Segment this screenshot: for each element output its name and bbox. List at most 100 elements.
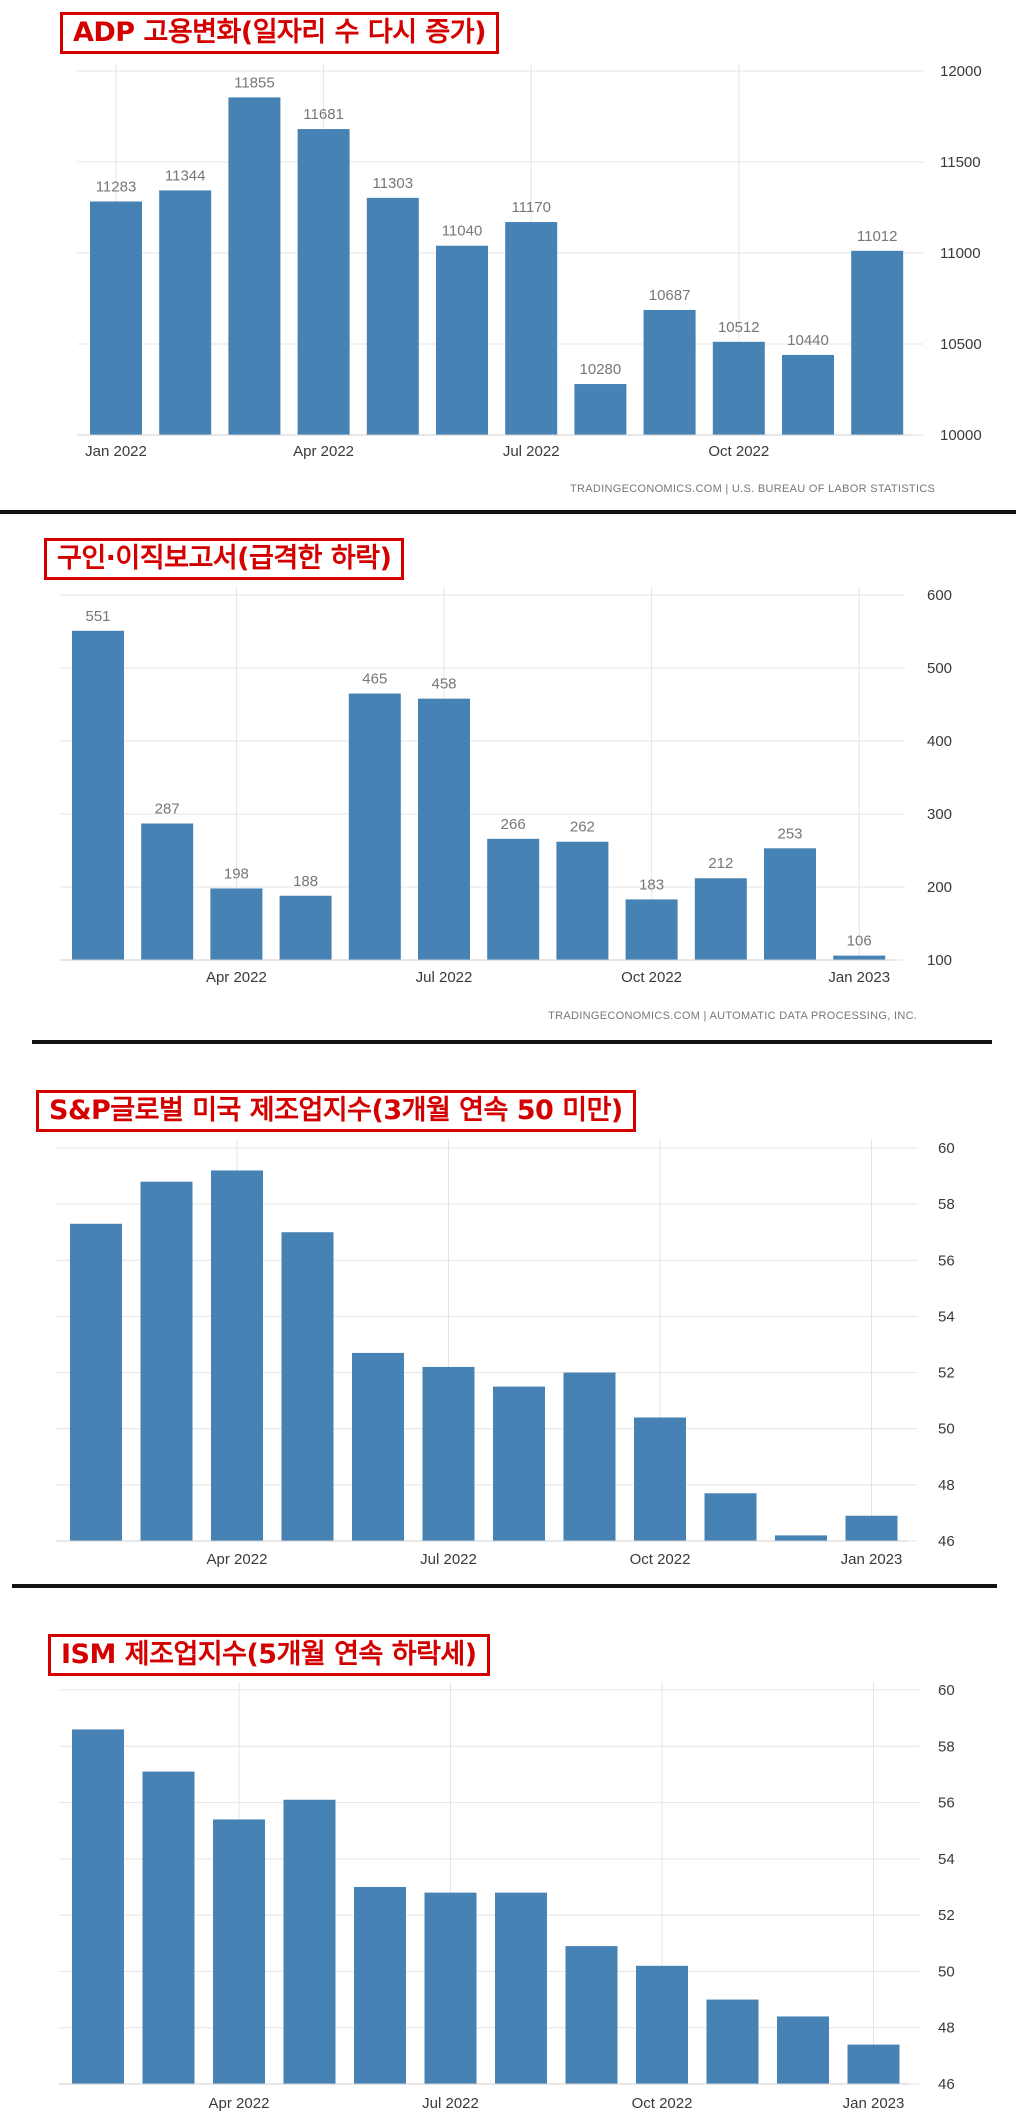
y-tick-label: 46: [938, 1533, 955, 1550]
y-tick-label: 400: [927, 733, 952, 750]
bar: [694, 878, 747, 960]
x-tick-label: Apr 2022: [293, 443, 354, 460]
data-label: 465: [362, 671, 387, 688]
data-label: 262: [570, 819, 595, 836]
y-tick-label: 10000: [940, 427, 982, 444]
bar: [418, 698, 470, 960]
data-label: 11303: [372, 175, 413, 192]
y-tick-label: 48: [938, 1477, 955, 1494]
source-attribution: TRADINGECONOMICS.COM | AUTOMATIC DATA PR…: [548, 1010, 917, 1022]
bar: [142, 1771, 195, 2084]
bar: [782, 354, 834, 435]
bar: [493, 1386, 545, 1541]
bar: [283, 1799, 336, 2084]
y-tick-label: 10500: [940, 336, 982, 353]
adp-employment-panel: 12000 11500 11000 10500 10000 Jan 2022 Apr 202…: [0, 0, 1016, 510]
data-label: 11040: [442, 223, 483, 240]
y-tick-label: 54: [938, 1308, 955, 1325]
y-tick-label: 11500: [940, 154, 981, 171]
y-tick-label: 500: [927, 660, 952, 677]
data-label: 11681: [303, 106, 344, 123]
y-tick-label: 56: [938, 1252, 955, 1269]
y-tick-label: 58: [938, 1196, 955, 1213]
bar: [366, 197, 419, 435]
panel-separator: [32, 1040, 992, 1044]
data-label: 11283: [96, 178, 137, 195]
bar: [833, 955, 886, 960]
bar: [712, 341, 765, 435]
data-label: 212: [708, 855, 733, 872]
y-tick-label: 300: [927, 806, 952, 823]
bar: [764, 848, 816, 960]
data-label: 11344: [165, 167, 206, 184]
bar: [634, 1417, 686, 1541]
data-label: 11170: [511, 199, 551, 216]
bar: [706, 1999, 759, 2084]
panel-separator: [12, 1584, 997, 1588]
bar: [424, 1892, 477, 2084]
bar: [297, 129, 350, 436]
y-tick-label: 60: [938, 1682, 955, 1699]
data-label: 188: [293, 873, 318, 890]
x-tick-label: Jan 2023: [841, 1551, 903, 1568]
sp-global-pmi-chart: 60 58 56 54 52 50 48 46 Apr 2022 Jul 2022 Oct 2022…: [56, 1140, 955, 1568]
data-label: 10440: [787, 332, 829, 349]
data-label: 287: [155, 800, 180, 817]
bar: [436, 245, 488, 435]
bar: [422, 1366, 475, 1541]
x-tick-label: Jul 2022: [420, 1551, 477, 1568]
bar: [851, 250, 904, 435]
x-tick-label: Apr 2022: [207, 1551, 268, 1568]
y-tick-label: 50: [938, 1963, 955, 1980]
bar: [348, 693, 401, 960]
bar: [90, 201, 142, 435]
y-tick-label: 54: [938, 1851, 955, 1868]
y-tick-label: 46: [938, 2076, 955, 2093]
x-tick-label: Apr 2022: [206, 969, 267, 986]
y-tick-label: 11000: [940, 245, 981, 262]
bar: [505, 222, 558, 435]
panel-separator: [0, 510, 1016, 514]
x-tick-label: Oct 2022: [621, 969, 682, 986]
x-tick-label: Jan 2022: [85, 443, 147, 460]
y-tick-label: 58: [938, 1738, 955, 1755]
y-tick-label: 50: [938, 1421, 955, 1438]
data-label: 10280: [580, 361, 622, 378]
bar: [775, 1535, 827, 1541]
bar: [563, 1372, 616, 1541]
x-tick-label: Jul 2022: [503, 443, 560, 460]
source-attribution: TRADINGECONOMICS.COM | U.S. BUREAU OF LA…: [570, 483, 935, 495]
ism-manufacturing-panel: 60 58 56 54 52 50 48 46 Apr 2022 Jul 2022 Oct 2022…: [0, 1588, 1016, 2122]
sp-global-pmi-chart-title: S&P글로벌 미국 제조업지수(3개월 연속 50 미만): [36, 1090, 636, 1132]
x-tick-label: Jul 2022: [416, 969, 473, 986]
bar: [845, 1515, 898, 1541]
data-label: 253: [777, 825, 802, 842]
bar: [565, 1946, 618, 2084]
bar: [72, 630, 124, 960]
data-label: 10512: [718, 319, 760, 336]
data-label: 198: [224, 865, 249, 882]
adp-chart-title: ADP 고용변화(일자리 수 다시 증가): [60, 12, 499, 54]
x-tick-label: Jan 2023: [828, 969, 890, 986]
bar: [625, 899, 678, 960]
ism-manufacturing-chart: 60 58 56 54 52 50 48 46 Apr 2022 Jul 2022 Oct 2022…: [58, 1682, 955, 2112]
bar: [643, 309, 696, 435]
bar: [487, 838, 540, 960]
data-label: 10687: [649, 287, 691, 304]
data-label: 266: [501, 816, 526, 833]
data-label: 106: [847, 933, 872, 950]
x-tick-label: Jan 2023: [843, 2095, 905, 2112]
data-label: 458: [431, 676, 456, 693]
bar: [847, 2044, 900, 2084]
data-label: 11012: [857, 228, 898, 245]
bar: [279, 895, 332, 960]
y-tick-label: 56: [938, 1795, 955, 1812]
bar: [495, 1892, 547, 2084]
y-tick-label: 52: [938, 1907, 955, 1924]
y-tick-label: 60: [938, 1140, 955, 1157]
adp-employment-chart: 12000 11500 11000 10500 10000 Jan 2022 Apr 202…: [77, 63, 982, 495]
bar: [281, 1232, 334, 1541]
data-label: 11855: [234, 74, 275, 91]
y-tick-label: 48: [938, 2020, 955, 2037]
bar: [210, 888, 263, 960]
